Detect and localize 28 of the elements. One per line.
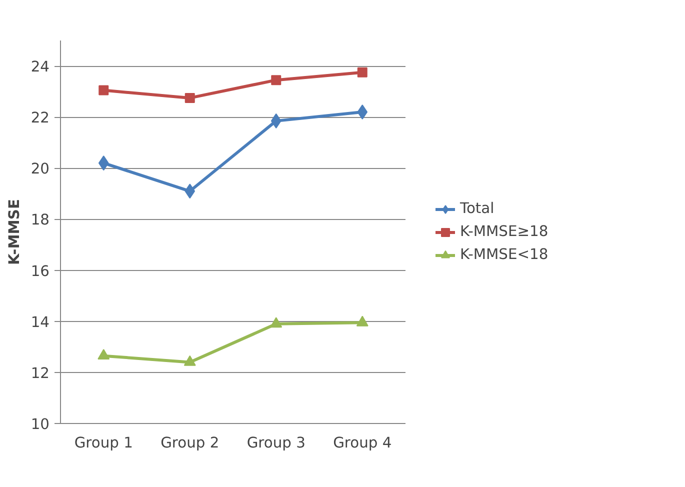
y-tick-label: 16 xyxy=(30,262,50,280)
y-tick-label: 12 xyxy=(30,364,50,382)
point xyxy=(98,85,109,96)
y-tick-label: 10 xyxy=(30,416,50,433)
point xyxy=(271,75,282,86)
point xyxy=(184,355,196,366)
legend-label: K-MMSE<18 xyxy=(460,246,548,263)
x-tick-label: Group 2 xyxy=(160,434,220,452)
legend-label: Total xyxy=(460,200,494,217)
point xyxy=(184,184,196,199)
point xyxy=(357,104,368,120)
point xyxy=(98,348,110,360)
point xyxy=(356,316,368,326)
point xyxy=(270,113,282,128)
y-tick-label: 20 xyxy=(30,160,50,178)
y-axis-title: K-MMSE xyxy=(6,199,23,265)
legend-label: K-MMSE≥18 xyxy=(460,223,548,240)
point xyxy=(98,156,109,171)
y-tick-label: 18 xyxy=(30,212,50,229)
y-tick-label: 22 xyxy=(30,110,50,127)
x-tick-label: Group 4 xyxy=(333,434,392,452)
point xyxy=(184,92,195,103)
point xyxy=(357,67,368,78)
y-tick-label: 24 xyxy=(30,58,50,76)
x-tick-label: Group 1 xyxy=(74,434,133,452)
y-tick-label: 14 xyxy=(30,314,50,331)
x-tick-label: Group 3 xyxy=(246,434,306,452)
point xyxy=(270,317,282,328)
